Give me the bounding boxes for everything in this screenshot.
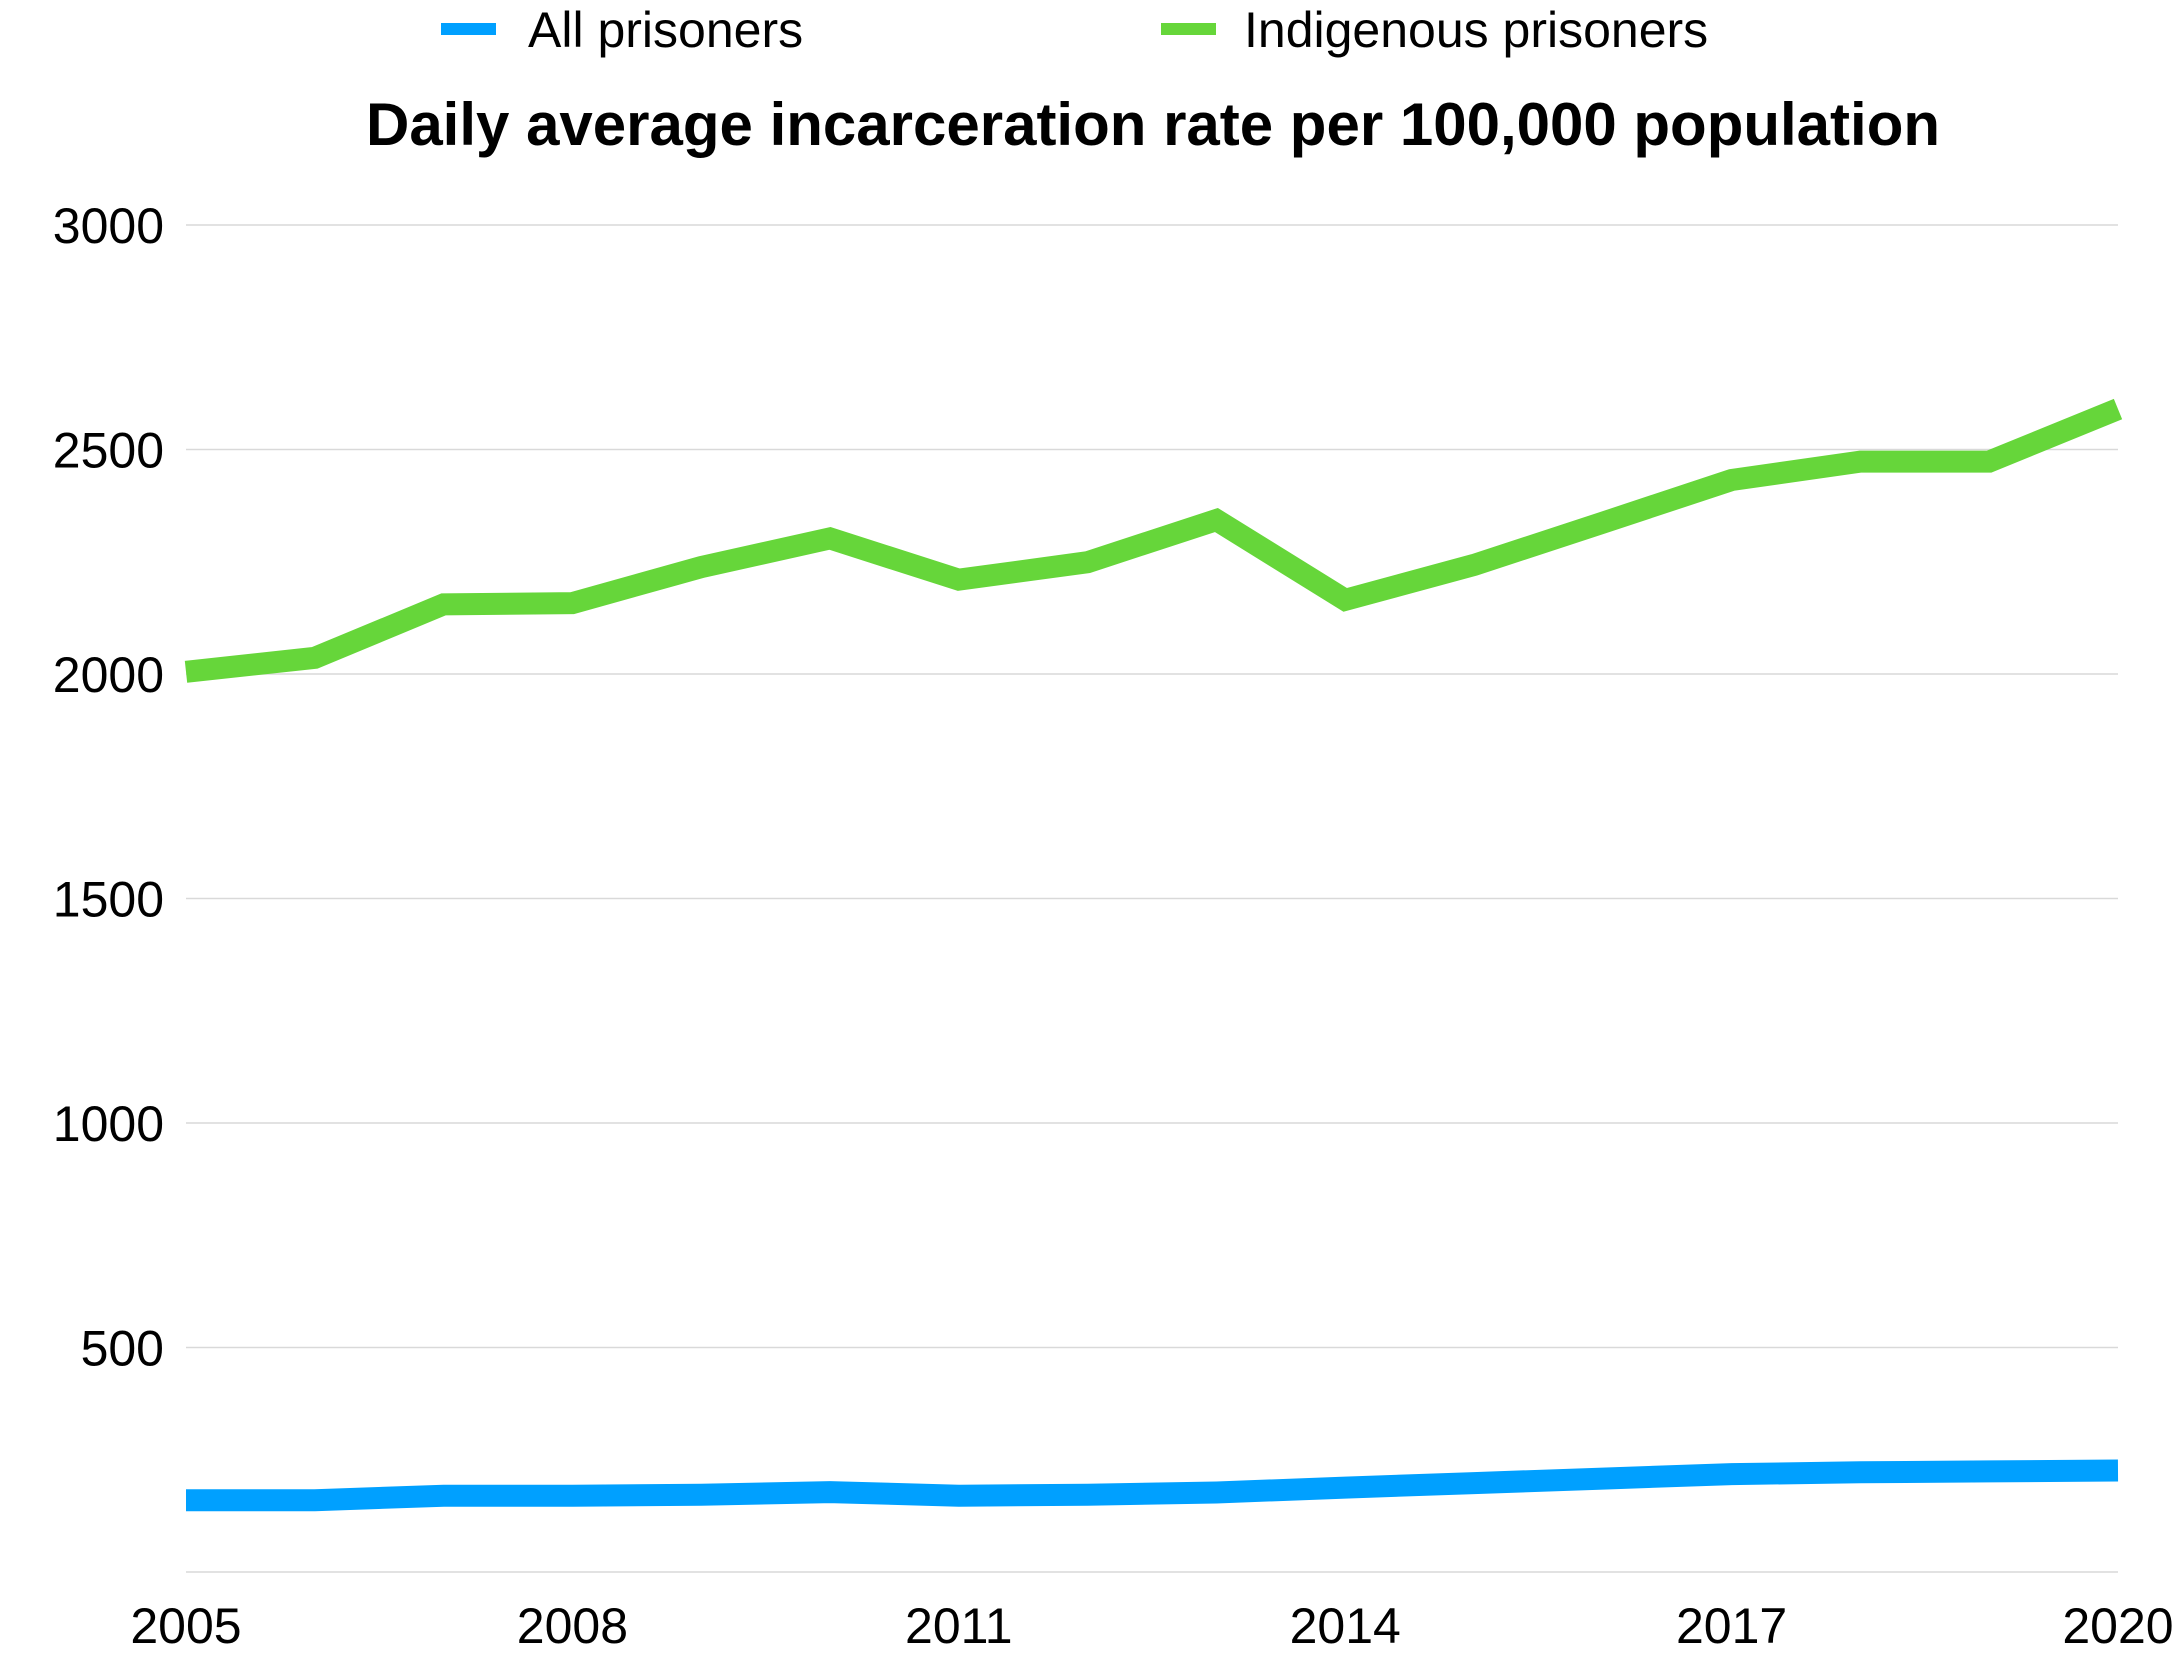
legend-label: All prisoners (528, 2, 803, 58)
x-axis-ticks: 2005 2008 2011 2014 2017 2020 (130, 1598, 2173, 1654)
legend: All prisoners Indigenous prisoners (441, 2, 1708, 58)
legend-swatch (1161, 23, 1216, 35)
series-line-all-prisoners (186, 1459, 2119, 1512)
x-tick-label: 2017 (1676, 1598, 1787, 1654)
series-line-indigenous-prisoners (184, 398, 2123, 683)
legend-swatch (441, 23, 496, 35)
series-lines (184, 398, 2123, 1512)
y-tick-label: 1500 (53, 872, 164, 928)
x-tick-label: 2014 (1290, 1598, 1401, 1654)
x-tick-label: 2011 (905, 1598, 1013, 1654)
y-axis-ticks: 3000 2500 2000 1500 1000 500 (53, 198, 164, 1377)
legend-item-indigenous-prisoners: Indigenous prisoners (1161, 2, 1708, 58)
y-tick-label: 3000 (53, 198, 164, 254)
y-tick-label: 2500 (53, 423, 164, 479)
legend-item-all-prisoners: All prisoners (441, 2, 803, 58)
x-tick-label: 2020 (2062, 1598, 2173, 1654)
gridlines (186, 224, 2118, 1573)
legend-label: Indigenous prisoners (1244, 2, 1708, 58)
y-tick-label: 500 (81, 1321, 164, 1377)
x-tick-label: 2005 (130, 1598, 241, 1654)
y-tick-label: 1000 (53, 1096, 164, 1152)
chart-title: Daily average incarceration rate per 100… (366, 91, 1940, 158)
y-tick-label: 2000 (53, 647, 164, 703)
x-tick-label: 2008 (517, 1598, 628, 1654)
